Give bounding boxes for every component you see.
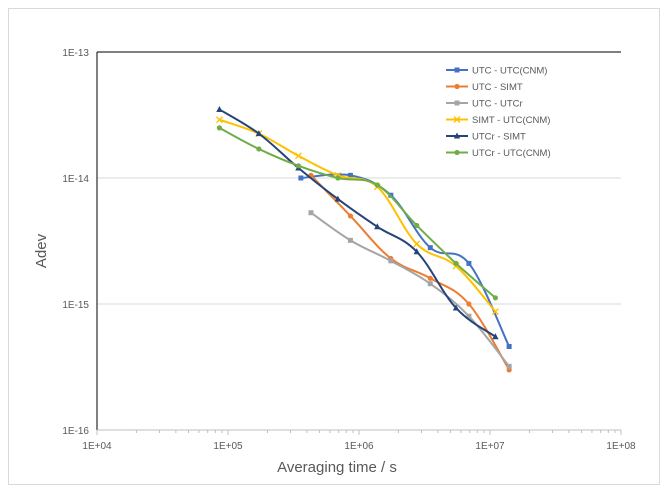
data-point-utc-utcr [347, 237, 353, 243]
series-line-utcr-utc-cnm [218, 126, 497, 299]
legend-marker-simt-utc-cnm-stroke [453, 116, 461, 123]
x-axis-label: Averaging time / s [277, 459, 397, 476]
y-tick-label: 1E-13 [62, 48, 89, 59]
x-tick-label: 1E+06 [344, 441, 374, 452]
data-point-utcr-utc-cnm [374, 182, 380, 188]
x-tick-label: 1E+07 [475, 441, 505, 452]
data-point-utcr-utc-cnm [216, 125, 223, 131]
data-point-simt-utc-cnm-stroke [413, 240, 421, 248]
data-point-utcr-simt [255, 130, 263, 137]
legend-marker-utc-simt [454, 83, 460, 90]
data-point-utcr-utc-cnm [453, 260, 459, 267]
data-point-utc-utcr [308, 210, 314, 216]
legend-entry-utc-utc-cnm: UTC - UTC(CNM) [472, 66, 547, 77]
data-point-utc-utc-cnm [466, 260, 472, 266]
data-point-utcr-simt [374, 223, 381, 230]
legend-entry-simt-utc-cnm: SIMT - UTC(CNM) [472, 115, 550, 126]
data-point-utcr-simt [413, 248, 420, 255]
y-tick-label: 1E-15 [62, 300, 89, 311]
x-tick-label: 1E+05 [213, 441, 243, 452]
y-axis-label: Adev [33, 233, 50, 268]
series-line-utcr-simt [218, 108, 497, 338]
y-tick-label: 1E-14 [62, 174, 89, 185]
allan-deviation-chart: 1E-16 1E-15 1E-14 1E-13 1E+04 1E+05 1E+06 1E+07… [33, 48, 636, 476]
chart-frame: 1E-16 1E-15 1E-14 1E-13 1E+04 1E+05 1E+06 1E+07… [8, 8, 660, 485]
data-point-utc-utcr [388, 258, 394, 264]
data-point-utc-simt [347, 213, 354, 219]
gridlines [97, 51, 621, 431]
data-point-simt-utc-cnm [294, 152, 302, 160]
data-point-simt-utc-cnm-stroke [215, 116, 223, 124]
series-line-utc-simt [310, 174, 510, 371]
data-point-utc-utcr [427, 281, 433, 287]
legend-marker-simt-utc-cnm [453, 116, 461, 123]
data-point-utcr-simt [492, 333, 499, 340]
data-point-simt-utc-cnm-stroke [491, 308, 499, 316]
legend: UTC - UTC(CNM) UTC - SIMT UTC - UTCr SIMT -… [446, 66, 551, 159]
data-point-utcr-simt [452, 304, 460, 311]
legend-entry-utc-simt: UTC - SIMT [472, 82, 523, 93]
data-point-utcr-utc-cnm [335, 175, 341, 181]
legend-marker-utcr-simt [453, 132, 461, 139]
data-point-utc-utc-cnm [298, 175, 304, 181]
data-point-utc-utc-cnm [427, 245, 433, 251]
y-tick-label: 1E-16 [62, 426, 89, 437]
series-line-utc-utc-cnm [300, 173, 511, 347]
legend-marker-utc-utcr [454, 100, 460, 106]
data-point-simt-utc-cnm [491, 308, 499, 316]
data-point-utc-utcr [506, 363, 512, 369]
data-point-utcr-utc-cnm [295, 163, 302, 169]
axes: 1E-16 1E-15 1E-14 1E-13 1E+04 1E+05 1E+06 1E+07… [62, 48, 636, 452]
data-point-utc-simt [466, 301, 472, 307]
x-tick-label: 1E+04 [82, 441, 112, 452]
data-point-utcr-utc-cnm [256, 146, 262, 152]
data-point-utc-utc-cnm [506, 343, 512, 349]
data-point-utc-utc-cnm [347, 172, 353, 178]
legend-marker-utcr-utc-cnm [454, 149, 460, 156]
data-point-utc-utcr [466, 313, 472, 319]
data-point-utcr-utc-cnm [414, 222, 420, 229]
data-point-simt-utc-cnm [413, 240, 421, 248]
x-tick-label: 1E+08 [606, 441, 636, 452]
data-point-utcr-utc-cnm [492, 295, 499, 301]
data-point-utc-simt [427, 275, 433, 281]
legend-entry-utc-utcr: UTC - UTCr [472, 99, 523, 110]
legend-entry-utcr-utc-cnm: UTCr - UTC(CNM) [472, 148, 551, 159]
legend-entry-utcr-simt: UTCr - SIMT [472, 132, 526, 143]
legend-marker-utc-utc-cnm [454, 67, 460, 73]
series-lines [215, 105, 512, 373]
data-point-utcr-simt [334, 195, 342, 202]
data-point-simt-utc-cnm-stroke [294, 152, 302, 160]
data-point-simt-utc-cnm [215, 116, 223, 124]
data-point-utcr-simt [216, 105, 223, 112]
